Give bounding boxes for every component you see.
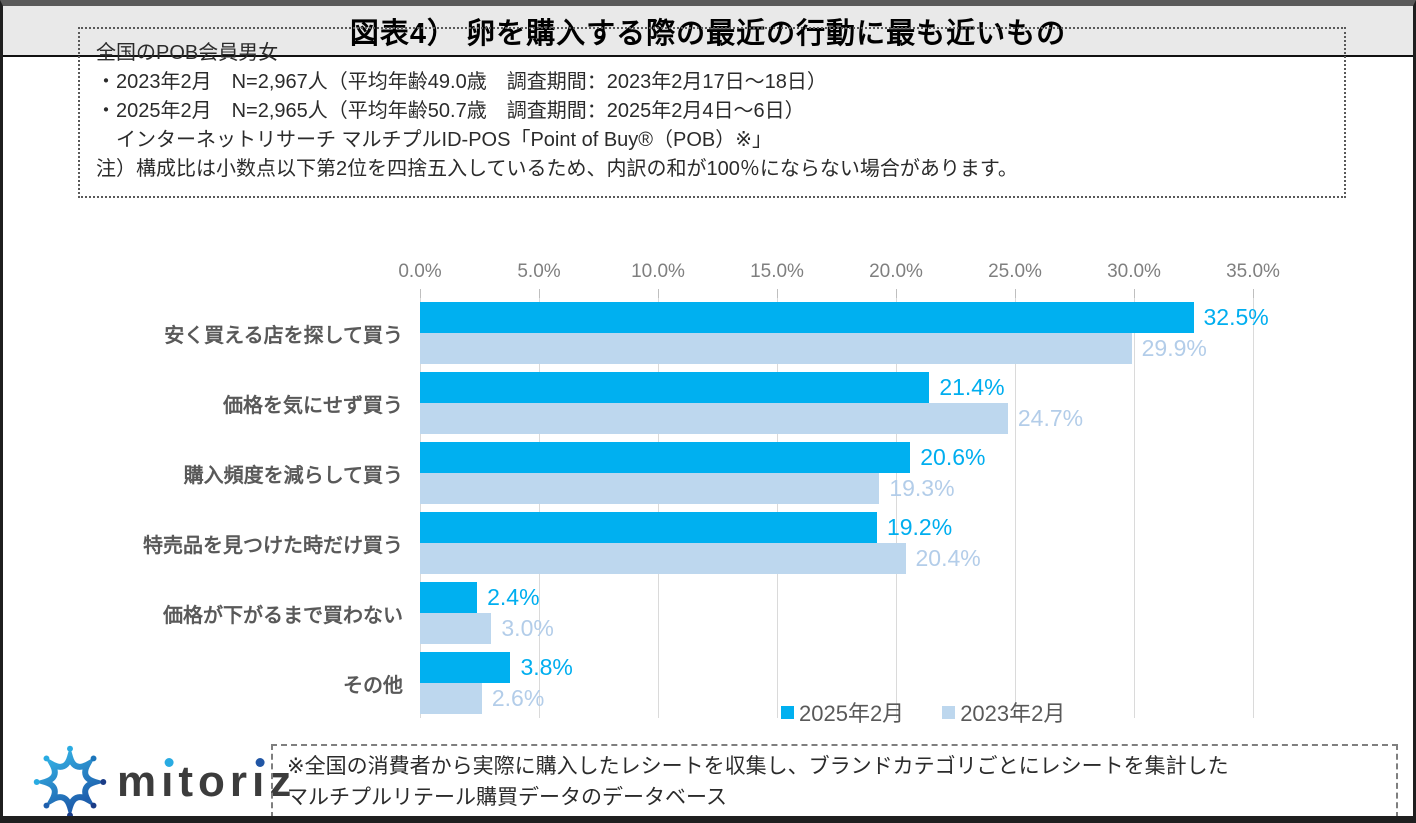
info-line: ・2023年2月 N=2,967人（平均年齢49.0歳 調査期間：2023年2月… bbox=[96, 71, 827, 93]
page-title: 図表4） 卵を購入する際の最近の行動に最も近いもの bbox=[349, 17, 1067, 50]
axis-tick bbox=[777, 289, 778, 298]
bar-2023年2月 bbox=[420, 543, 906, 574]
value-label: 21.4% bbox=[939, 374, 1005, 400]
legend-label-2023: 2023年2月 bbox=[960, 701, 1066, 726]
x-tick-label: 25.0% bbox=[988, 261, 1042, 282]
info-line: 全国のPOB会員男女 bbox=[96, 42, 279, 64]
legend-swatch-1 bbox=[942, 705, 956, 719]
category-label: 価格を気にせず買う bbox=[223, 394, 403, 417]
value-label: 2.6% bbox=[491, 685, 545, 711]
footnote-box: ※全国の消費者から実際に購入したレシートを収集し、ブランドカテゴリごとにレシート… bbox=[271, 744, 1398, 816]
value-label: 3.8% bbox=[520, 654, 573, 680]
value-label: 19.2% bbox=[886, 514, 953, 540]
value-label: 29.9% bbox=[1141, 335, 1207, 361]
x-tick-label: 5.0% bbox=[517, 261, 561, 282]
info-line: 注）構成比は小数点以下第2位を四捨五入しているため、内訳の和が100％にならない… bbox=[96, 158, 1018, 180]
bar-2025年2月 bbox=[420, 372, 930, 403]
bar-2023年2月 bbox=[420, 613, 492, 644]
x-tick-label: 20.0% bbox=[869, 261, 923, 282]
category-label: 特売品を見つけた時だけ買う bbox=[143, 534, 403, 557]
chart-legend: 2025年2月 2023年2月 bbox=[781, 696, 1065, 728]
survey-info-box: 全国のPOB会員男女 ・2023年2月 N=2,967人（平均年齢49.0歳 調… bbox=[78, 27, 1346, 198]
bar-2023年2月 bbox=[420, 333, 1132, 364]
bar-2025年2月 bbox=[420, 302, 1194, 333]
logo-letter: ı bbox=[252, 757, 270, 806]
x-tick-label: 0.0% bbox=[398, 261, 442, 282]
bar-2023年2月 bbox=[420, 403, 1008, 434]
footnote-line: ※全国の消費者から実際に購入したレシートを収集し、ブランドカテゴリごとにレシート… bbox=[287, 755, 1229, 778]
logo-letter: ı bbox=[161, 757, 179, 806]
axis-tick bbox=[658, 289, 659, 298]
value-label: 20.6% bbox=[920, 444, 986, 470]
logo-star-ring bbox=[34, 746, 106, 816]
x-tick-label: 35.0% bbox=[1226, 261, 1280, 282]
bar-2025年2月 bbox=[420, 512, 877, 543]
title-bar: 図表4） 卵を購入する際の最近の行動に最も近いもの bbox=[3, 6, 1413, 57]
bar-2025年2月 bbox=[420, 442, 911, 473]
mitoriz-logo-icon bbox=[33, 745, 107, 816]
value-label: 2.4% bbox=[487, 584, 540, 610]
logo-letter: m bbox=[117, 757, 162, 806]
gridline bbox=[896, 289, 897, 718]
axis-tick bbox=[1134, 289, 1135, 298]
legend-item-2025: 2025年2月 bbox=[781, 696, 904, 728]
value-label: 24.7% bbox=[1017, 405, 1084, 431]
category-label: 価格が下がるまで買わない bbox=[163, 604, 403, 627]
bar-chart: 0.0% 5.0% 10.0% 15.0% 20.0% 25.0% 30.0% 35.0% 安… bbox=[3, 256, 1413, 728]
legend-label-2025: 2025年2月 bbox=[799, 701, 905, 726]
footnote-line: マルチプルリテール購買データのデータベース bbox=[287, 786, 727, 809]
logo-letter: r bbox=[229, 757, 253, 806]
logo-letter: o bbox=[198, 757, 230, 806]
logo-i-dot bbox=[164, 758, 174, 767]
category-labels: 安く買える店を探して買う価格を気にせず買う購入頻度を減らして買う特売品を見つけた… bbox=[13, 289, 403, 718]
logo-letter: z bbox=[269, 757, 297, 806]
bar-2023年2月 bbox=[420, 683, 482, 714]
logo-i-dot bbox=[255, 758, 265, 767]
bar-2023年2月 bbox=[420, 473, 880, 504]
info-line: ・2025年2月 N=2,965人（平均年齢50.7歳 調査期間：2025年2月… bbox=[96, 100, 805, 122]
x-tick-label: 30.0% bbox=[1107, 261, 1161, 282]
x-tick-label: 15.0% bbox=[750, 261, 804, 282]
axis-tick bbox=[1015, 289, 1016, 298]
value-label: 19.3% bbox=[889, 475, 955, 501]
gridline bbox=[1134, 289, 1135, 718]
axis-tick bbox=[420, 289, 421, 298]
bar-2025年2月 bbox=[420, 582, 478, 613]
legend-swatch-0 bbox=[781, 705, 794, 719]
gridline bbox=[1253, 289, 1254, 718]
category-label: 購入頻度を減らして買う bbox=[183, 464, 403, 487]
category-label: その他 bbox=[343, 674, 403, 697]
info-line: インターネットリサーチ マルチプルID-POS「Point of Buy®（PO… bbox=[96, 129, 773, 151]
axis-tick bbox=[539, 289, 540, 298]
gridline bbox=[1015, 289, 1016, 718]
value-label: 20.4% bbox=[915, 545, 981, 571]
value-label: 3.0% bbox=[501, 615, 554, 641]
logo-letter: t bbox=[178, 757, 199, 806]
axis-tick bbox=[1253, 289, 1254, 298]
x-axis: 0.0% 5.0% 10.0% 15.0% 20.0% 25.0% 30.0% 35.0% bbox=[398, 261, 1280, 287]
axis-tick bbox=[896, 289, 897, 298]
x-tick-label: 10.0% bbox=[631, 261, 685, 282]
value-label: 32.5% bbox=[1203, 304, 1269, 330]
category-label: 安く買える店を探して買う bbox=[164, 324, 403, 347]
plot-area: 32.5% 29.9% 21.4% 24.7% 20.6% 19.3% 19.2% 20.4%… bbox=[420, 289, 1269, 718]
legend-item-2023: 2023年2月 bbox=[942, 696, 1065, 728]
bar-2025年2月 bbox=[420, 652, 511, 683]
